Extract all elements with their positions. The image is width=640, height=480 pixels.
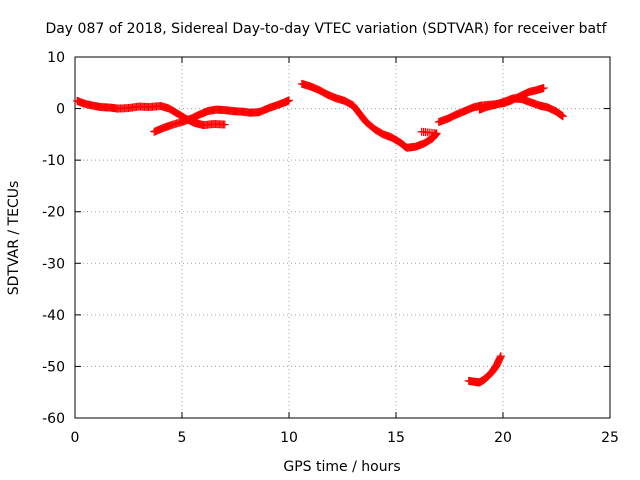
data-point: [539, 83, 548, 92]
data-point: [220, 120, 229, 129]
y-tick-label: -50: [42, 359, 65, 375]
x-tick-label: 0: [71, 430, 80, 446]
x-tick-label: 10: [280, 430, 298, 446]
y-tick-label: -60: [42, 411, 65, 427]
series-arc-2: [150, 96, 293, 136]
data-points: [73, 79, 567, 387]
y-tick-label: -20: [42, 205, 65, 221]
series-arc-5: [475, 94, 567, 121]
grid: [75, 57, 610, 418]
y-tick-label: 10: [47, 50, 65, 66]
series-arc-3: [297, 79, 441, 152]
y-axis: 10 0 -10 -20 -30 -40 -50 -60: [42, 50, 610, 427]
x-tick-label: 25: [601, 430, 619, 446]
x-tick-label: 20: [494, 430, 512, 446]
series-arc-6: [464, 352, 505, 387]
plot-frame: [74, 56, 611, 419]
y-axis-label: SDTVAR / TECUs: [6, 181, 22, 296]
y-tick-label: -10: [42, 153, 65, 169]
x-tick-label: 15: [387, 430, 405, 446]
data-point: [417, 127, 426, 136]
data-point: [285, 96, 293, 105]
x-axis-label: GPS time / hours: [283, 459, 400, 475]
x-tick-label: 5: [178, 430, 187, 446]
data-point: [496, 352, 505, 361]
chart-title: Day 087 of 2018, Sidereal Day-to-day VTE…: [45, 21, 607, 37]
y-tick-label: -40: [42, 308, 65, 324]
x-axis: 0 5 10 15 20 25: [71, 57, 619, 446]
y-tick-label: -30: [42, 256, 65, 272]
y-tick-label: 0: [56, 102, 65, 118]
data-point: [558, 112, 567, 121]
